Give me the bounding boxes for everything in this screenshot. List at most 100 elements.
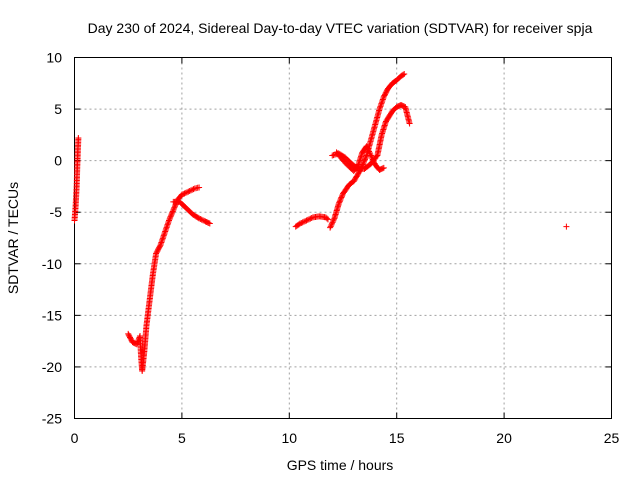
x-tick-label: 20 xyxy=(496,430,512,446)
data-point xyxy=(170,207,177,214)
y-tick-label: 10 xyxy=(46,50,62,66)
data-point xyxy=(406,120,413,127)
x-tick-label: 15 xyxy=(389,430,405,446)
data-point xyxy=(171,204,178,211)
data-point xyxy=(181,190,188,197)
data-point xyxy=(335,200,342,207)
data-point xyxy=(366,148,373,155)
data-point xyxy=(169,209,176,216)
data-point xyxy=(184,189,191,196)
x-tick-labels: 0 5 10 15 20 25 xyxy=(71,430,620,446)
data-point xyxy=(364,145,371,152)
data-point xyxy=(189,186,196,193)
chart-title: Day 230 of 2024, Sidereal Day-to-day VTE… xyxy=(88,20,593,36)
data-point xyxy=(563,223,570,230)
x-tick-label: 0 xyxy=(71,430,79,446)
data-point xyxy=(324,216,331,223)
data-point xyxy=(198,216,205,223)
data-point xyxy=(303,217,310,224)
data-point xyxy=(190,186,197,193)
y-axis-label: SDTVAR / TECUs xyxy=(5,182,21,294)
data-point xyxy=(168,211,175,218)
data-point xyxy=(167,214,174,221)
data-point xyxy=(336,199,343,206)
data-point xyxy=(187,187,194,194)
data-point xyxy=(370,159,377,166)
plot-frame xyxy=(74,57,612,419)
data-point xyxy=(182,189,189,196)
data-point xyxy=(367,152,374,159)
data-point xyxy=(168,212,175,219)
data-point xyxy=(75,134,82,141)
y-tick-label: 5 xyxy=(54,101,62,117)
data-point xyxy=(169,208,176,215)
data-point xyxy=(400,71,407,78)
data-point xyxy=(180,191,187,198)
data-point xyxy=(338,193,345,200)
data-point xyxy=(170,205,177,212)
data-point xyxy=(330,216,337,223)
data-point xyxy=(327,224,334,231)
data-point xyxy=(370,157,377,164)
data-point xyxy=(367,151,374,158)
data-point xyxy=(297,220,304,227)
data-point xyxy=(206,220,213,227)
data-point xyxy=(366,149,373,156)
y-tick-label: -15 xyxy=(42,307,62,323)
y-tick-label: -10 xyxy=(42,256,62,272)
data-point xyxy=(369,156,376,163)
x-tick-label: 10 xyxy=(282,430,298,446)
data-point xyxy=(380,164,387,171)
data-point xyxy=(167,213,174,220)
data-point xyxy=(365,147,372,154)
data-point xyxy=(298,219,305,226)
grid-lines xyxy=(74,57,612,419)
data-point xyxy=(166,216,173,223)
data-point xyxy=(197,216,204,223)
data-point xyxy=(368,153,375,160)
data-point xyxy=(299,219,306,226)
data-point xyxy=(304,216,311,223)
data-point xyxy=(363,153,370,160)
data-point xyxy=(328,220,335,227)
y-tick-label: -20 xyxy=(42,359,62,375)
data-point xyxy=(166,217,173,224)
data-point xyxy=(133,341,140,348)
data-point xyxy=(205,220,212,227)
data-point xyxy=(302,218,309,225)
data-point xyxy=(401,71,408,78)
data-point xyxy=(178,191,185,198)
data-point xyxy=(330,218,337,225)
data-point xyxy=(185,188,192,195)
data-point xyxy=(337,195,344,202)
data-point xyxy=(196,215,203,222)
data-point xyxy=(337,197,344,204)
data-point xyxy=(199,217,206,224)
y-tick-labels: 10 5 0 -5 -10 -15 -20 -25 xyxy=(42,50,62,427)
data-point xyxy=(329,219,336,226)
data-point xyxy=(336,198,343,205)
data-point xyxy=(307,215,314,222)
x-axis-label: GPS time / hours xyxy=(287,457,394,473)
data-point xyxy=(369,155,376,162)
data-point xyxy=(328,222,335,229)
data-point xyxy=(300,218,307,225)
y-tick-label: -25 xyxy=(42,411,62,427)
x-tick-label: 25 xyxy=(604,430,620,446)
data-points xyxy=(71,71,570,375)
data-point xyxy=(363,143,370,150)
axis-ticks xyxy=(74,57,612,419)
y-tick-label: 0 xyxy=(54,153,62,169)
data-point xyxy=(308,214,315,221)
data-point xyxy=(306,216,313,223)
data-point xyxy=(379,165,386,172)
data-point xyxy=(186,187,193,194)
data-point xyxy=(196,184,203,191)
data-point xyxy=(364,144,371,151)
data-point xyxy=(327,223,334,230)
data-point xyxy=(338,194,345,201)
data-point xyxy=(156,243,163,250)
y-tick-label: -5 xyxy=(50,204,63,220)
data-point xyxy=(323,215,330,222)
